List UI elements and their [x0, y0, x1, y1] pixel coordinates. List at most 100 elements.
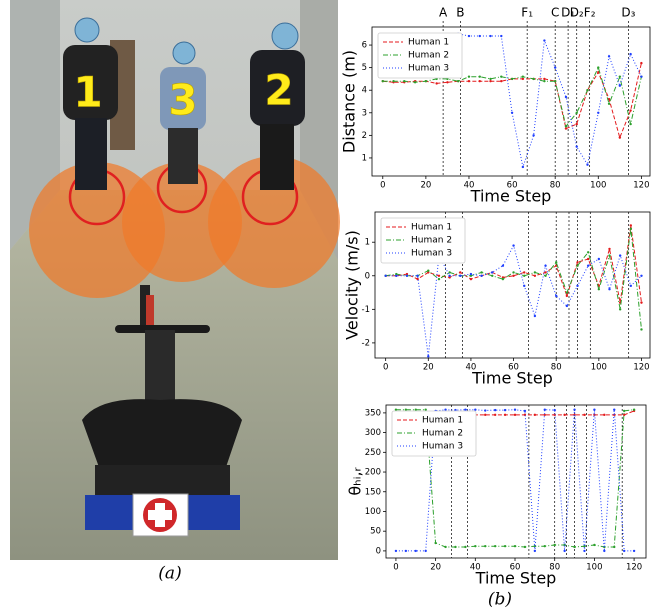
series-marker: [555, 295, 557, 297]
series-marker: [438, 278, 440, 280]
series-marker: [543, 80, 545, 82]
series-marker: [640, 75, 642, 77]
series-marker: [534, 271, 536, 273]
figure: 1 3 2 (a) (b) 020406080100120123456ABF₁C…: [0, 0, 665, 612]
series-marker: [597, 66, 599, 68]
series-marker: [470, 278, 472, 280]
legend-label: Human 2: [408, 51, 449, 61]
series-marker: [587, 251, 589, 253]
series-marker: [395, 275, 397, 277]
series-marker: [504, 414, 506, 416]
series-marker: [576, 123, 578, 125]
legend-label: Human 1: [408, 38, 449, 48]
series-marker: [415, 409, 417, 411]
series-marker: [500, 35, 502, 37]
series-marker: [459, 275, 461, 277]
series-marker: [504, 409, 506, 411]
event-label: F₁: [521, 6, 533, 20]
series-marker: [640, 301, 642, 303]
series-marker: [511, 112, 513, 114]
series-marker: [544, 265, 546, 267]
series-marker: [416, 275, 418, 277]
series-marker: [484, 414, 486, 416]
series-marker: [448, 275, 450, 277]
series-marker: [623, 550, 625, 552]
series-marker: [613, 409, 615, 411]
series-marker: [500, 75, 502, 77]
series-marker: [500, 80, 502, 82]
series-marker: [563, 550, 565, 552]
series-marker: [444, 409, 446, 411]
y-tick-label: 0: [376, 546, 381, 556]
series-marker: [633, 550, 635, 552]
series-marker: [587, 258, 589, 260]
series-marker: [494, 414, 496, 416]
series-marker: [576, 112, 578, 114]
y-tick-label: -1: [362, 305, 370, 315]
series-marker: [434, 542, 436, 544]
series-marker: [403, 80, 405, 82]
event-label: D₂: [570, 6, 584, 20]
series-marker: [619, 308, 621, 310]
series-marker: [479, 80, 481, 82]
legend-label: Human 3: [422, 442, 463, 452]
caption: (b): [488, 590, 512, 610]
series-marker: [593, 544, 595, 546]
x-tick-label: 0: [393, 563, 398, 573]
series-marker: [597, 112, 599, 114]
series-marker: [619, 254, 621, 256]
series-marker: [573, 546, 575, 548]
series-marker: [468, 75, 470, 77]
series-marker: [566, 305, 568, 307]
series-marker: [523, 285, 525, 287]
y-tick-label: 3: [362, 108, 367, 118]
x-tick-label: 0: [383, 363, 388, 373]
series-marker: [565, 127, 567, 129]
series-marker: [405, 550, 407, 552]
series-marker: [489, 35, 491, 37]
series-marker: [511, 78, 513, 80]
series-marker: [484, 409, 486, 411]
series-marker: [603, 414, 605, 416]
legend-label: Human 3: [408, 64, 449, 74]
series-marker: [459, 271, 461, 273]
series-marker: [425, 80, 427, 82]
y-tick-label: 5: [362, 63, 367, 73]
series-marker: [427, 355, 429, 357]
series-marker: [474, 545, 476, 547]
x-axis-label: Time Step: [475, 569, 557, 588]
series-marker: [491, 271, 493, 273]
series-marker: [554, 80, 556, 82]
y-tick-label: 0: [365, 271, 370, 281]
series-marker: [406, 275, 408, 277]
y-tick-label: 50: [370, 527, 381, 537]
series-marker: [494, 409, 496, 411]
x-tick-label: 80: [550, 181, 561, 191]
series-marker: [586, 89, 588, 91]
series-marker: [512, 271, 514, 273]
series-marker: [566, 295, 568, 297]
y-tick-label: 100: [365, 507, 381, 517]
series-marker: [392, 80, 394, 82]
series-marker: [446, 81, 448, 83]
y-tick-label: 200: [365, 468, 381, 478]
x-tick-label: 20: [420, 181, 431, 191]
y-tick-label: 300: [365, 428, 381, 438]
page: {"photo": {"labels": ["1", "3", "2"], "c…: [0, 0, 665, 612]
series-marker: [554, 544, 556, 546]
series-marker: [629, 53, 631, 55]
series-marker: [474, 409, 476, 411]
y-tick-label: 1: [362, 153, 367, 163]
series-marker: [424, 409, 426, 411]
series-marker: [534, 414, 536, 416]
series-marker: [523, 271, 525, 273]
series-marker: [502, 278, 504, 280]
series-marker: [534, 550, 536, 552]
event-label: C: [551, 6, 559, 20]
series-marker: [405, 409, 407, 411]
series-marker: [480, 275, 482, 277]
series-marker: [608, 288, 610, 290]
x-tick-label: 100: [591, 363, 607, 373]
series-marker: [532, 134, 534, 136]
series-marker: [514, 545, 516, 547]
